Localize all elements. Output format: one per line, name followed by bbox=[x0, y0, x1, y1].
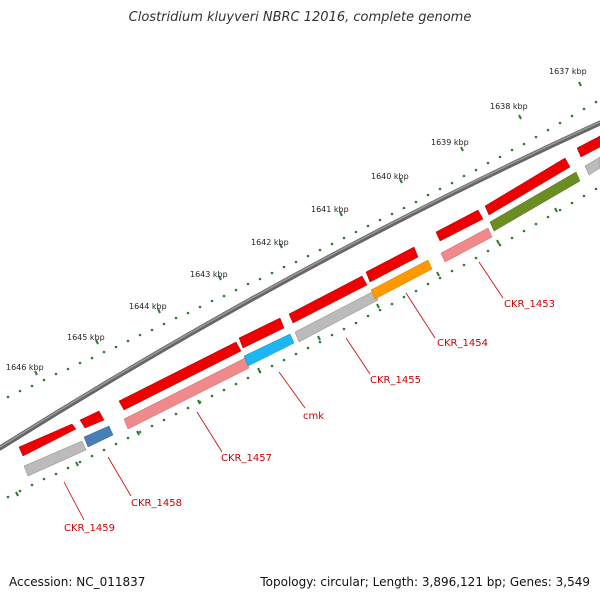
gene-label-cmk: cmk bbox=[303, 411, 324, 422]
gene-label-ckr-1458: CKR_1458 bbox=[131, 498, 182, 509]
ruler-label: 1639 kbp bbox=[431, 138, 469, 147]
backbone bbox=[0, 120, 600, 451]
gene-label-ckr-1457: CKR_1457 bbox=[221, 453, 272, 464]
gene-ckr-1458-bar bbox=[83, 425, 114, 448]
gene-ckr-1455-bar bbox=[294, 290, 379, 343]
label-leaders bbox=[63, 261, 504, 521]
cds-forward bbox=[365, 246, 419, 283]
ruler-labels: 1637 kbp 1638 kbp 1639 kbp 1640 kbp 1641… bbox=[6, 67, 587, 372]
genome-summary: Topology: circular; Length: 3,896,121 bp… bbox=[260, 575, 590, 589]
cds-forward bbox=[79, 410, 105, 429]
reverse-genes bbox=[23, 156, 600, 477]
gene-ckr-1453-bar bbox=[440, 227, 493, 263]
outer-ruler-ticks bbox=[34, 81, 582, 376]
ruler-label: 1641 kbp bbox=[311, 205, 349, 214]
gene-label-ckr-1459: CKR_1459 bbox=[64, 523, 115, 534]
gene-edge-bar bbox=[584, 156, 600, 176]
cds-forward bbox=[288, 275, 368, 324]
ruler-label: 1645 kbp bbox=[67, 333, 105, 342]
gene-next-bar bbox=[489, 171, 581, 232]
cds-forward bbox=[435, 209, 484, 242]
forward-cds bbox=[18, 135, 600, 457]
map-title: Clostridium kluyveri NBRC 12016, complet… bbox=[128, 10, 472, 25]
cds-forward bbox=[484, 157, 571, 216]
ruler-label: 1646 kbp bbox=[6, 363, 44, 372]
ruler-label: 1644 kbp bbox=[129, 302, 167, 311]
inner-ruler-ticks bbox=[15, 207, 558, 497]
gene-cmk-bar bbox=[243, 333, 295, 367]
ruler-label: 1638 kbp bbox=[490, 102, 528, 111]
gene-ckr-1459-bar bbox=[23, 440, 87, 477]
gene-label-ckr-1453: CKR_1453 bbox=[504, 299, 555, 310]
cds-forward bbox=[238, 317, 285, 349]
gene-ckr-1457-bar bbox=[123, 357, 250, 430]
inner-ruler bbox=[6, 187, 598, 499]
cds-forward bbox=[18, 423, 77, 457]
accession: Accession: NC_011837 bbox=[9, 575, 146, 589]
gene-ckr-1454-bar bbox=[370, 259, 433, 300]
cds-forward bbox=[118, 341, 242, 411]
ruler-label: 1640 kbp bbox=[371, 172, 409, 181]
outer-ruler bbox=[6, 100, 598, 399]
ruler-label: 1637 kbp bbox=[549, 67, 587, 76]
gene-label-ckr-1455: CKR_1455 bbox=[370, 375, 421, 386]
gene-labels: CKR_1453 CKR_1454 CKR_1455 cmk CKR_1457 … bbox=[64, 299, 555, 534]
ruler-label: 1643 kbp bbox=[190, 270, 228, 279]
gene-label-ckr-1454: CKR_1454 bbox=[437, 338, 488, 349]
cds-forward bbox=[576, 135, 600, 158]
ruler-label: 1642 kbp bbox=[251, 238, 289, 247]
